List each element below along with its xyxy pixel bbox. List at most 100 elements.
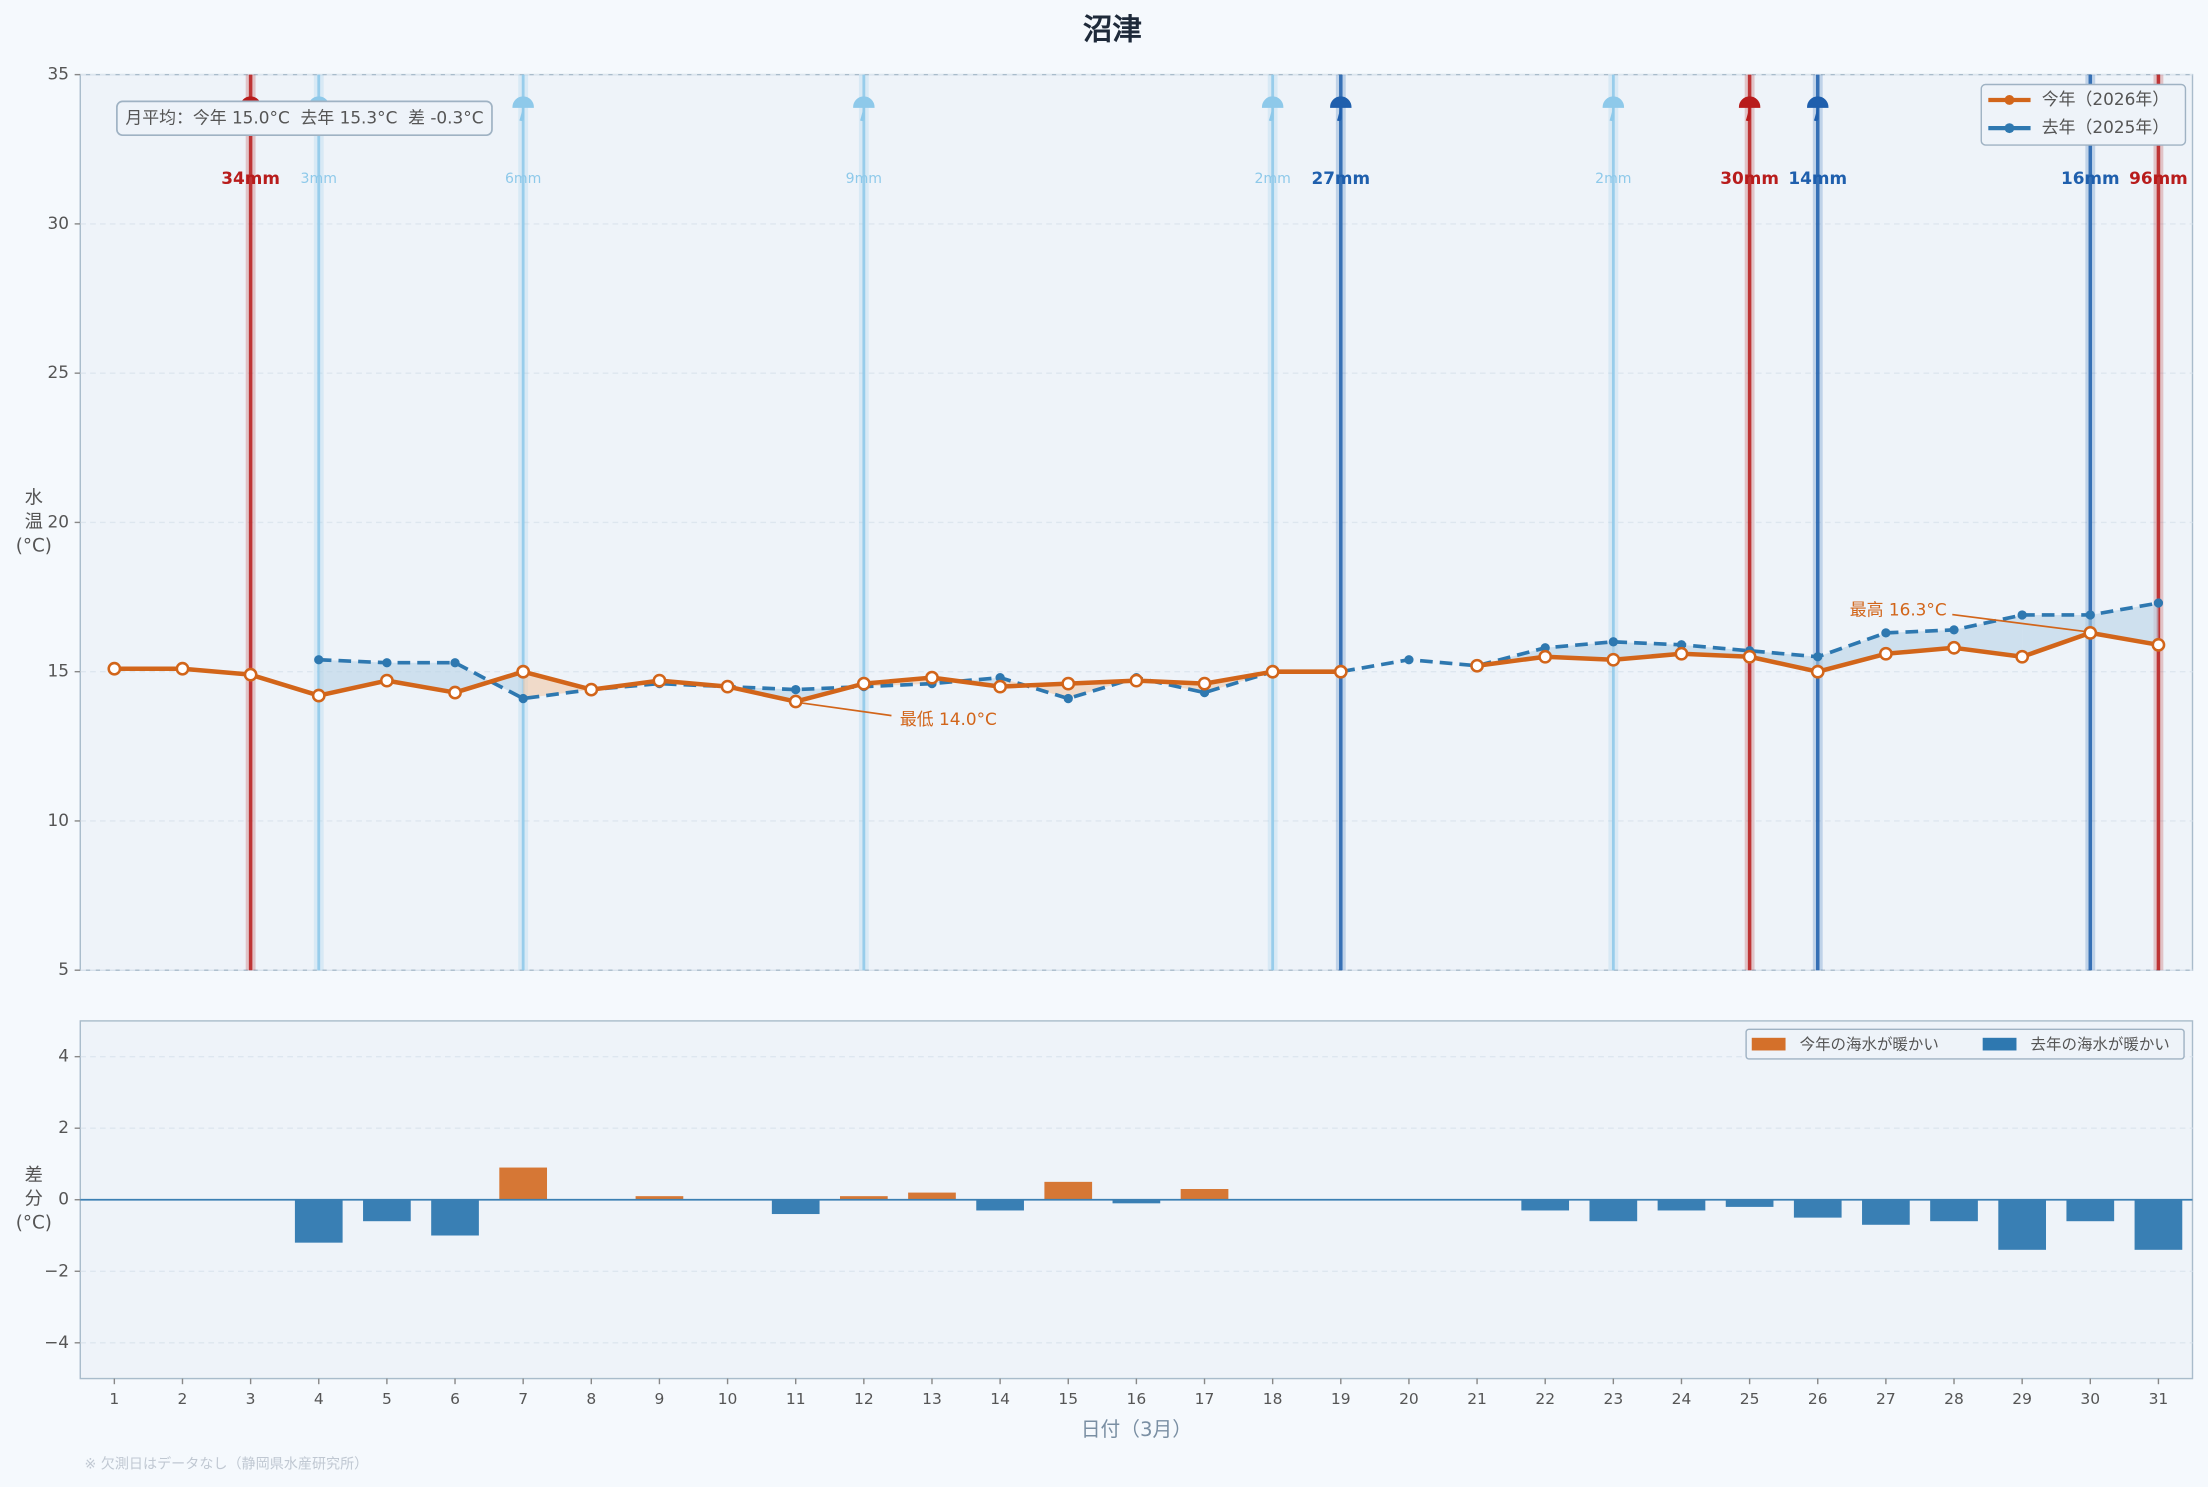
data-point	[2151, 637, 2166, 652]
data-point	[1470, 658, 1484, 673]
x-axis-label: 日付（3月）	[1081, 1418, 1192, 1441]
x-tick-label: 24	[1672, 1390, 1692, 1408]
rain-label: 6mm	[505, 171, 541, 187]
x-tick-label: 17	[1195, 1390, 1215, 1408]
footnote: ※ 欠測日はデータなし（静岡県水産研究所）	[85, 1455, 369, 1472]
diff-fill	[1954, 614, 2023, 657]
data-point	[993, 679, 1008, 694]
x-tick-label: 16	[1127, 1390, 1147, 1408]
x-tick-label: 23	[1603, 1390, 1623, 1408]
annotation-max: 最高 16.3°C	[1850, 599, 1947, 619]
bar	[294, 1199, 343, 1243]
annotation-min: 最低 14.0°C	[900, 709, 997, 729]
data-point	[1404, 655, 1414, 665]
x-tick-label: 22	[1535, 1390, 1555, 1408]
x-tick-label: 9	[655, 1390, 665, 1408]
data-point	[1949, 625, 1959, 635]
data-point	[1881, 628, 1891, 638]
umbrella-icon	[1602, 96, 1625, 121]
bar	[1180, 1189, 1229, 1200]
x-tick-label: 6	[450, 1390, 460, 1408]
chart-title: 沼津	[1083, 12, 1142, 46]
x-tick-label: 29	[2012, 1390, 2032, 1408]
y-tick-label: 10	[48, 810, 69, 830]
y-tick-label: 35	[48, 64, 69, 84]
rain-label: 34mm	[221, 168, 280, 188]
rain-label: 2mm	[1254, 171, 1290, 187]
x-tick-label: 8	[586, 1390, 596, 1408]
rain-label: 30mm	[1720, 168, 1779, 188]
y-tick-label: 25	[48, 362, 69, 382]
umbrella-icon	[853, 96, 875, 121]
data-point	[584, 682, 599, 697]
data-point	[450, 658, 460, 668]
y-tick-label: −4	[44, 1332, 69, 1352]
data-point	[1333, 664, 1348, 679]
data-point	[314, 655, 324, 665]
data-point	[1061, 676, 1076, 691]
data-point	[1608, 637, 1618, 647]
diff-fill	[386, 662, 456, 693]
y-axis-label: 差分(°C)	[16, 1165, 52, 1234]
data-point	[382, 658, 392, 668]
data-point	[516, 664, 531, 679]
y-tick-label: 20	[48, 511, 69, 531]
umbrella-icon	[1807, 96, 1829, 121]
rain-label: 9mm	[846, 171, 882, 187]
diff-fill	[1000, 677, 1069, 699]
data-point	[925, 670, 939, 685]
x-tick-label: 30	[2080, 1390, 2100, 1408]
legend-swatch	[1982, 1037, 2017, 1051]
legend: 今年の海水が暖かい 去年の海水が暖かい	[1745, 1028, 2185, 1060]
rain-label: 14mm	[1788, 168, 1847, 188]
bar	[363, 1199, 411, 1222]
legend-box	[1980, 83, 2187, 146]
data-point	[1810, 664, 1825, 679]
x-tick-label: 28	[1944, 1390, 1964, 1408]
data-point	[1878, 646, 1893, 661]
bar	[2134, 1199, 2183, 1250]
diff-fill	[727, 686, 796, 702]
data-point	[856, 676, 871, 691]
legend-swatch	[1751, 1037, 1786, 1051]
x-tick-label: 7	[518, 1390, 528, 1408]
data-point	[1742, 649, 1757, 664]
y-axis-label: 水温(°C)	[16, 487, 52, 556]
legend-label: 今年の海水が暖かい	[1800, 1035, 1939, 1053]
legend: 今年（2026年） 去年（2025年）	[1980, 83, 2187, 146]
x-tick-label: 15	[1058, 1390, 1078, 1408]
data-point	[2015, 649, 2030, 664]
y-tick-label: 30	[48, 213, 69, 233]
data-point	[175, 661, 190, 676]
legend-label: 去年（2025年）	[2042, 117, 2169, 137]
bar	[1930, 1199, 1978, 1222]
x-tick-label: 12	[854, 1390, 874, 1408]
bar	[635, 1196, 684, 1200]
data-point	[1063, 693, 1073, 704]
legend-marker	[2004, 95, 2015, 105]
data-point	[652, 673, 667, 688]
data-point	[311, 688, 326, 703]
data-point	[2085, 610, 2095, 620]
x-tick-label: 25	[1740, 1390, 1760, 1408]
x-tick-label: 5	[382, 1390, 392, 1408]
x-tick-label: 1	[109, 1390, 119, 1408]
data-point	[2083, 625, 2098, 640]
data-point	[1197, 676, 1212, 691]
data-point	[2017, 610, 2027, 620]
x-tick-label: 14	[990, 1390, 1010, 1408]
x-tick-label: 27	[1876, 1390, 1896, 1408]
data-point	[379, 673, 394, 688]
bar	[771, 1199, 820, 1215]
bar	[1589, 1199, 1638, 1222]
y-tick-label: 2	[58, 1117, 69, 1137]
legend-marker	[2004, 123, 2015, 134]
data-point	[788, 694, 803, 709]
data-point	[1265, 664, 1280, 679]
data-point	[791, 684, 801, 695]
bar	[2066, 1199, 2115, 1222]
x-tick-label: 4	[314, 1390, 324, 1408]
data-point	[1538, 649, 1553, 664]
summary-box	[116, 100, 493, 137]
bar	[1521, 1199, 1570, 1211]
